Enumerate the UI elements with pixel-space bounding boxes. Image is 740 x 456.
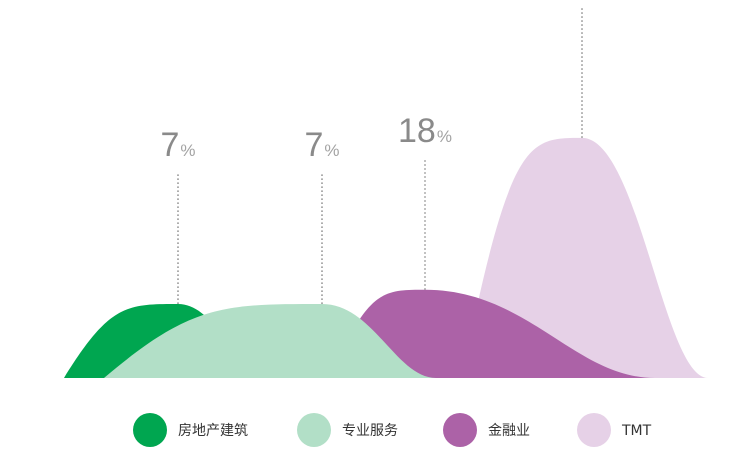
legend-item-3: TMT [577, 413, 652, 447]
legend-item-2: 金融业 [443, 413, 530, 447]
legend-swatch-0 [133, 413, 167, 447]
value-label-2: 18% [398, 112, 452, 150]
area-hump-3 [462, 137, 708, 378]
legend-swatch-2 [443, 413, 477, 447]
legend-swatch-1 [297, 413, 331, 447]
area-hump-1 [104, 304, 436, 378]
legend-label-3: TMT [621, 423, 652, 439]
legend-item-1: 专业服务 [297, 413, 398, 447]
legend: 房地产建筑 专业服务 金融业 TMT [133, 413, 652, 447]
value-label-1: 7% [304, 126, 339, 164]
legend-label-0: 房地产建筑 [178, 423, 248, 439]
labels-layer: 7%7%18%49% [160, 7, 583, 304]
legend-label-2: 金融业 [488, 423, 530, 439]
legend-item-0: 房地产建筑 [133, 413, 248, 447]
legend-label-1: 专业服务 [342, 423, 398, 439]
marks-layer [64, 137, 708, 378]
legend-swatch-3 [577, 413, 611, 447]
value-label-0: 7% [160, 126, 195, 164]
area-hump-2 [330, 289, 655, 378]
